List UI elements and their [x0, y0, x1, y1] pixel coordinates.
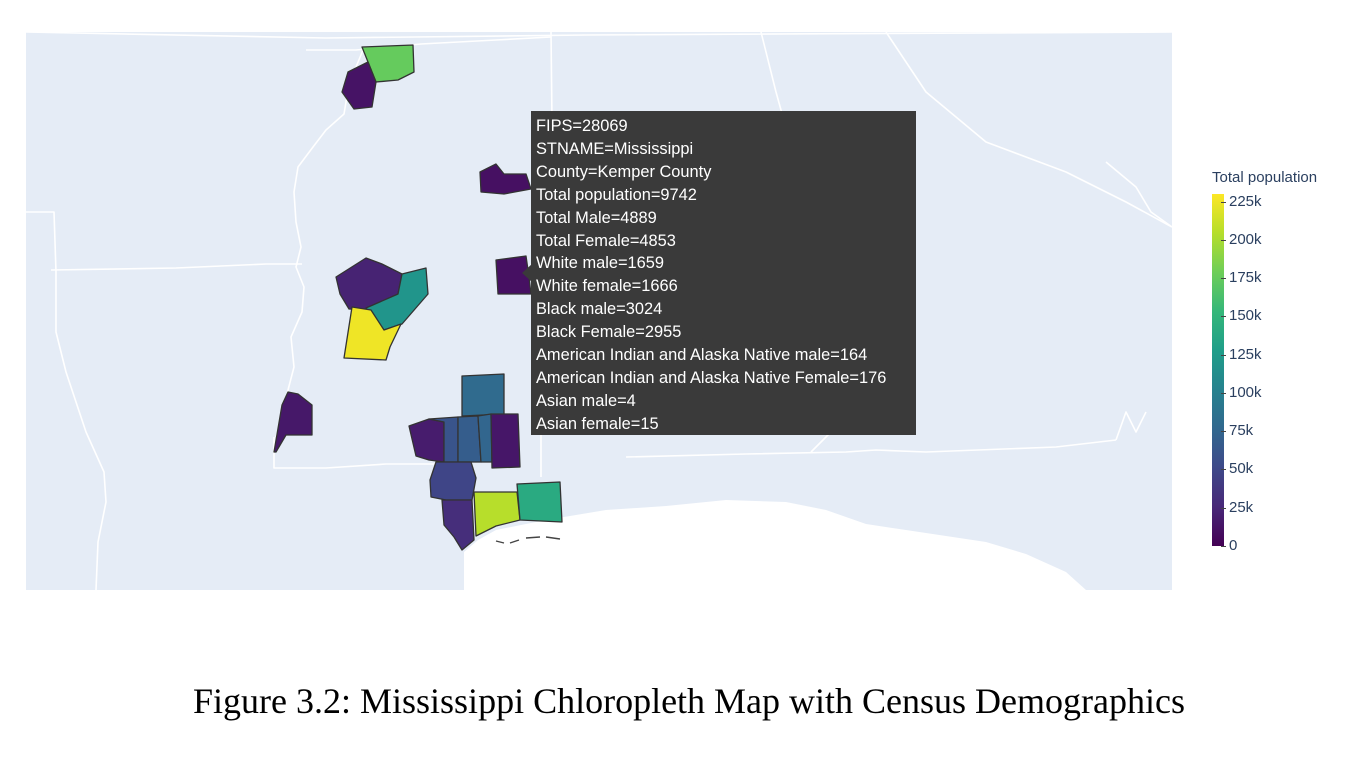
colorbar-tick-label: 225k: [1229, 192, 1262, 210]
colorbar-tick-label: 175k: [1229, 269, 1262, 287]
colorbar-tick-label: 0: [1229, 537, 1238, 554]
coastal-islands: [495, 536, 561, 544]
colorbar-tick-mark: [1221, 201, 1226, 203]
state-border-ar-la: [50, 263, 302, 271]
colorbar-tick-label: 100k: [1229, 383, 1262, 401]
tooltip-line: Asian female=15: [536, 414, 659, 433]
county-region-s-5[interactable]: [477, 413, 493, 463]
county-region-s-1[interactable]: [461, 373, 505, 417]
county-region-s-7[interactable]: [429, 461, 477, 501]
colorbar-tick-mark: [1221, 469, 1226, 471]
colorbar-tick-mark: [1221, 239, 1226, 241]
county-region-c-3[interactable]: [343, 306, 402, 361]
colorbar-legend: Total population 0 25k 50k 75k 100k 125k 150k 1…: [1200, 165, 1350, 565]
county-region-s-4[interactable]: [457, 415, 482, 463]
colorbar-tick-mark: [1221, 278, 1226, 280]
tooltip-line: County=Kemper County: [536, 162, 712, 181]
colorbar-tick-label: 25k: [1229, 498, 1254, 516]
tooltip-line: FIPS=28069: [536, 117, 628, 135]
colorbar-tick-mark: [1221, 354, 1226, 356]
state-border-ga-fl: [625, 439, 1117, 458]
county-region-s-10[interactable]: [516, 481, 563, 523]
state-border-la-south: [273, 437, 466, 469]
county-polygons: [273, 44, 563, 551]
state-border-ga-sc: [885, 32, 1172, 228]
colorbar-tick-label: 150k: [1229, 307, 1262, 325]
tooltip-pointer: [522, 264, 532, 282]
state-border-tn-north: [26, 32, 1172, 39]
tooltip-line: Total population=9742: [536, 185, 697, 204]
colorbar-title: Total population: [1212, 169, 1318, 186]
tooltip-line: Black Female=2955: [536, 323, 682, 342]
state-border-la-west: [26, 211, 107, 590]
colorbar-tick-mark: [1221, 431, 1226, 433]
colorbar-tick-mark: [1221, 316, 1226, 318]
figure-caption: Figure 3.2: Mississippi Chloropleth Map …: [193, 681, 1185, 721]
tooltip-line: White female=1666: [536, 277, 678, 296]
tooltip-line: White male=1659: [536, 254, 665, 273]
county-region-s-6[interactable]: [490, 413, 521, 469]
tooltip-line: Total Male=4889: [536, 208, 657, 227]
colorbar-tick-mark: [1221, 546, 1226, 547]
gulf-of-mexico: [464, 500, 1086, 590]
colorbar-tick-label: 125k: [1229, 345, 1262, 363]
state-border-ms-west: [275, 49, 364, 438]
tooltip-line: Total Female=4853: [536, 231, 676, 250]
colorbar-tick-label: 200k: [1229, 230, 1262, 248]
tooltip-line: Asian male=4: [536, 391, 636, 410]
county-region-e-1[interactable]: [479, 163, 532, 195]
county-region-ne-2[interactable]: [341, 61, 377, 110]
tooltip-line: American Indian and Alaska Native Female…: [536, 368, 887, 387]
colorbar-tick-label: 75k: [1229, 422, 1254, 440]
county-region-s-8[interactable]: [441, 499, 475, 551]
county-region-s-9[interactable]: [473, 491, 521, 537]
tooltip-line: American Indian and Alaska Native male=1…: [536, 346, 868, 365]
state-border-fl-east: [1115, 411, 1147, 441]
hover-tooltip: FIPS=28069 STNAME=Mississippi County=Kempe…: [531, 111, 916, 435]
colorbar-tick-mark: [1221, 392, 1226, 394]
colorbar-tick-label: 50k: [1229, 460, 1254, 478]
colorbar-gradient: [1212, 194, 1224, 546]
tooltip-line: Black male=3024: [536, 300, 663, 319]
state-border-sc-coast: [1105, 161, 1172, 228]
tooltip-line: STNAME=Mississippi: [536, 139, 694, 158]
county-region-sw-1[interactable]: [273, 391, 313, 453]
colorbar-tick-mark: [1221, 507, 1226, 509]
state-border-ms-north: [306, 36, 552, 51]
